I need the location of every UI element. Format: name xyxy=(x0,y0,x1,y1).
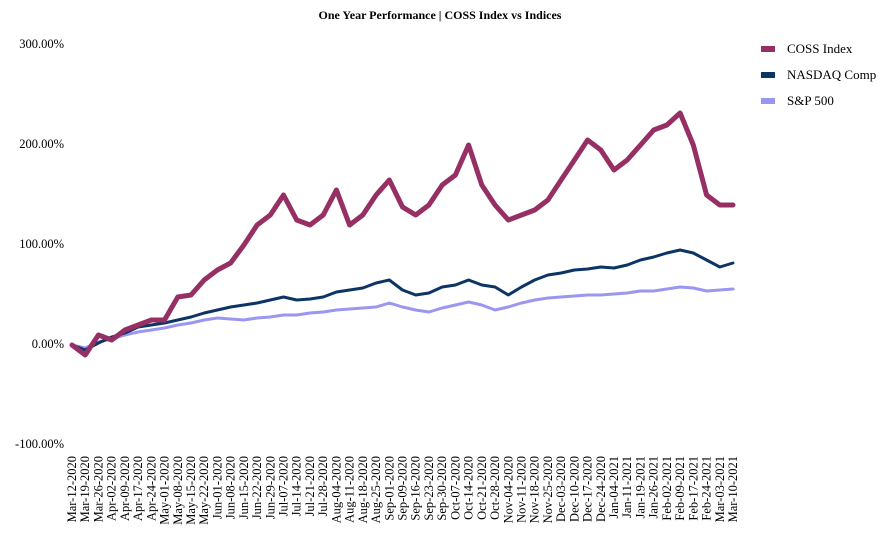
legend-label-sp-500: S&P 500 xyxy=(787,93,834,108)
x-tick-label: Nov-11-2020 xyxy=(514,456,528,523)
x-tick-label: Jan-04-2021 xyxy=(607,456,621,519)
x-tick-label: Jun-15-2020 xyxy=(237,456,251,519)
x-tick-label: Dec-03-2020 xyxy=(554,456,568,522)
y-tick-label-200: 200.00% xyxy=(19,137,64,151)
x-tick-label: Mar-03-2021 xyxy=(713,456,727,522)
y-tick-label-100: 100.00% xyxy=(19,237,64,251)
y-tick-label-0: 0.00% xyxy=(31,337,64,351)
series-line-nasdaq-comp xyxy=(70,248,735,352)
x-tick-label: Jan-11-2021 xyxy=(620,456,634,518)
legend-item-nasdaq-comp: NASDAQ Comp xyxy=(761,62,876,88)
x-tick-label: Aug-11-2020 xyxy=(343,456,357,523)
x-tick-label: Nov-18-2020 xyxy=(528,456,542,523)
x-tick-label: Dec-10-2020 xyxy=(567,456,581,522)
x-tick-label: May-15-2020 xyxy=(184,456,198,525)
x-tick-label: Apr-17-2020 xyxy=(131,456,145,521)
x-tick-label: Oct-07-2020 xyxy=(448,456,462,520)
x-tick-label: Jul-14-2020 xyxy=(290,456,304,516)
x-tick-label: Jul-21-2020 xyxy=(303,456,317,516)
x-tick-label: Mar-19-2020 xyxy=(78,456,92,522)
legend-item-coss-index: COSS Index xyxy=(761,36,876,62)
y-tick-label-300: 300.00% xyxy=(19,37,64,51)
x-tick-label: Aug-04-2020 xyxy=(329,456,343,523)
x-tick-label: Apr-24-2020 xyxy=(144,456,158,521)
legend-item-sp-500: S&P 500 xyxy=(761,88,876,114)
x-tick-label: Sep-16-2020 xyxy=(409,456,423,521)
x-tick-label: Jun-22-2020 xyxy=(250,456,264,519)
x-tick-label: Jul-28-2020 xyxy=(316,456,330,516)
x-tick-label: Apr-02-2020 xyxy=(105,456,119,521)
x-tick-label: Dec-24-2020 xyxy=(594,456,608,522)
x-tick-label: Jun-29-2020 xyxy=(263,456,277,519)
x-tick-label: Dec-17-2020 xyxy=(581,456,595,522)
x-tick-label: Jun-01-2020 xyxy=(210,456,224,519)
series-layer xyxy=(69,110,736,358)
x-tick-label: Sep-01-2020 xyxy=(382,456,396,521)
legend-label-nasdaq-comp: NASDAQ Comp xyxy=(787,67,877,82)
x-tick-label: Nov-25-2020 xyxy=(541,456,555,523)
x-tick-label: Aug-18-2020 xyxy=(356,456,370,523)
legend: COSS Index NASDAQ Comp S&P 500 xyxy=(761,36,876,114)
legend-swatch-sp-500 xyxy=(761,98,775,104)
x-tick-label: Mar-12-2020 xyxy=(65,456,79,522)
legend-swatch-coss-index xyxy=(761,46,775,52)
x-tick-label: Feb-02-2021 xyxy=(660,456,674,521)
chart-title: One Year Performance | COSS Index vs Ind… xyxy=(318,8,562,22)
x-tick-label: Feb-09-2021 xyxy=(673,456,687,521)
x-tick-label: Nov-04-2020 xyxy=(501,456,515,523)
x-tick-label: Oct-21-2020 xyxy=(475,456,489,520)
x-tick-label: Mar-10-2021 xyxy=(726,456,740,522)
x-tick-label: Jul-07-2020 xyxy=(277,456,291,516)
x-tick-label: Jan-19-2021 xyxy=(633,456,647,519)
y-tick-label-minus-100: -100.00% xyxy=(15,437,64,451)
x-tick-label: Jan-26-2021 xyxy=(647,456,661,519)
x-tick-label: Oct-14-2020 xyxy=(462,456,476,520)
x-tick-label: Sep-09-2020 xyxy=(396,456,410,521)
x-tick-label: Feb-17-2021 xyxy=(686,456,700,521)
legend-swatch-nasdaq-comp xyxy=(761,72,775,78)
x-tick-label: Sep-30-2020 xyxy=(435,456,449,521)
x-tick-label: Aug-25-2020 xyxy=(369,456,383,523)
x-tick-label: Feb-24-2021 xyxy=(700,456,714,521)
x-tick-label: Apr-09-2020 xyxy=(118,456,132,521)
x-tick-label: May-08-2020 xyxy=(171,456,185,525)
x-tick-label: Jun-08-2020 xyxy=(224,456,238,519)
series-line-coss-index xyxy=(69,110,736,358)
x-tick-label: Sep-23-2020 xyxy=(422,456,436,521)
x-axis-tick-labels: Mar-12-2020 Mar-19-2020 Mar-26-2020 Apr-02-… xyxy=(65,456,740,525)
legend-label-coss-index: COSS Index xyxy=(787,41,853,56)
x-tick-label: Oct-28-2020 xyxy=(488,456,502,520)
series-line-s-p-500 xyxy=(70,285,735,350)
x-tick-label: Mar-26-2020 xyxy=(91,456,105,522)
x-tick-label: May-01-2020 xyxy=(158,456,172,525)
x-tick-label: May-22-2020 xyxy=(197,456,211,525)
